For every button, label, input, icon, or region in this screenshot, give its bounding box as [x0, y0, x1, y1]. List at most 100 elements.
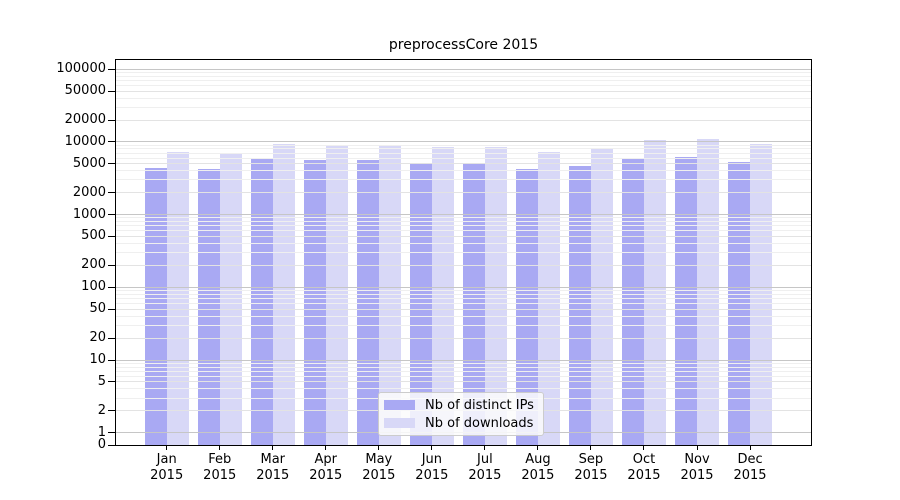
y-tick-label: 100: [81, 279, 106, 295]
bar-nb-of-downloads-oct: [643, 140, 666, 445]
gridline: [116, 308, 811, 310]
gridline: [116, 141, 811, 143]
x-tick-label: Apr 2015: [309, 452, 343, 483]
y-tick-label: 5000: [72, 155, 106, 171]
gridline: [116, 225, 811, 227]
bar-nb-of-downloads-nov: [697, 139, 719, 445]
y-tick-label: 1000: [72, 206, 106, 222]
gridline: [116, 375, 811, 377]
gridline: [116, 72, 811, 74]
bar-nb-of-distinct-ips-sep: [568, 166, 591, 445]
y-tick-mark: [108, 214, 116, 216]
y-tick-label: 500: [81, 228, 106, 244]
y-tick-mark: [108, 163, 116, 165]
gridline: [116, 68, 811, 70]
y-tick-mark: [108, 192, 116, 194]
gridline: [116, 97, 811, 99]
gridline: [116, 315, 811, 317]
gridline: [116, 388, 811, 390]
x-tick-mark: [696, 445, 698, 450]
legend-label-downloads: Nb of downloads: [425, 415, 534, 431]
bar-nb-of-distinct-ips-jul: [462, 163, 485, 445]
y-tick-label: 20000: [64, 112, 106, 127]
x-tick-label: Aug 2015: [521, 452, 555, 483]
gridline: [116, 243, 811, 245]
gridline: [116, 381, 811, 383]
legend-swatch-distinct-ips: [384, 400, 415, 410]
y-tick-label: 200: [81, 257, 106, 273]
gridline: [116, 286, 811, 288]
bar-nb-of-distinct-ips-mar: [250, 158, 273, 445]
x-tick-mark: [219, 445, 221, 450]
legend: Nb of distinct IPs Nb of downloads: [378, 392, 544, 436]
y-tick-mark: [108, 359, 116, 361]
gridline: [116, 221, 811, 223]
gridline: [116, 293, 811, 295]
y-tick-mark: [108, 337, 116, 339]
x-tick-mark: [537, 445, 539, 450]
x-tick-label: May 2015: [362, 452, 396, 483]
y-tick-label: 0: [97, 437, 106, 452]
y-tick-label: 50000: [64, 83, 106, 99]
y-tick-label: 20: [89, 330, 106, 346]
x-tick-label: Feb 2015: [203, 452, 237, 483]
gridline: [116, 79, 811, 81]
gridline: [116, 298, 811, 300]
x-tick-mark: [590, 445, 592, 450]
y-tick-mark: [108, 235, 116, 237]
gridline: [116, 337, 811, 339]
plot-area: [115, 59, 812, 446]
x-tick-mark: [378, 445, 380, 450]
y-tick-mark: [108, 410, 116, 412]
x-tick-label: Oct 2015: [627, 452, 661, 483]
gridline: [116, 235, 811, 237]
y-tick-mark: [108, 68, 116, 70]
chart-title: preprocessCore 2015: [388, 37, 539, 53]
bar-nb-of-downloads-may: [378, 144, 401, 445]
gridline: [116, 75, 811, 77]
x-tick-mark: [166, 445, 168, 450]
y-tick-mark: [108, 308, 116, 310]
legend-swatch-downloads: [384, 418, 415, 428]
y-tick-mark: [108, 141, 116, 143]
y-tick-mark: [108, 444, 116, 446]
x-tick-mark: [484, 445, 486, 450]
y-tick-label: 100000: [56, 61, 106, 77]
legend-entry-downloads: Nb of downloads: [384, 414, 537, 432]
gridline: [116, 359, 811, 361]
gridline: [116, 252, 811, 254]
gridline: [116, 324, 811, 326]
x-tick-mark: [272, 445, 274, 450]
gridline: [116, 157, 811, 159]
x-tick-label: Sep 2015: [574, 452, 608, 483]
y-tick-label: 10000: [64, 133, 106, 149]
x-tick-label: Nov 2015: [680, 452, 714, 483]
y-tick-mark: [108, 286, 116, 288]
x-tick-mark: [643, 445, 645, 450]
gridline: [116, 290, 811, 292]
x-tick-label: Mar 2015: [256, 452, 290, 483]
y-tick-label: 50: [89, 301, 106, 317]
gridline: [116, 217, 811, 219]
y-tick-label: 2000: [72, 184, 106, 200]
gridline: [116, 90, 811, 92]
bar-nb-of-distinct-ips-oct: [621, 158, 644, 445]
gridline: [116, 302, 811, 304]
gridline: [116, 148, 811, 150]
gridline: [116, 144, 811, 146]
gridline: [116, 179, 811, 181]
x-tick-label: Jun 2015: [415, 452, 449, 483]
x-tick-mark: [431, 445, 433, 450]
gridline: [116, 192, 811, 194]
y-tick-mark: [108, 381, 116, 383]
gridline: [116, 370, 811, 372]
gridline: [116, 214, 811, 216]
y-tick-label: 1: [97, 424, 106, 440]
y-tick-label: 5: [97, 373, 106, 389]
x-tick-label: Dec 2015: [733, 452, 767, 483]
y-tick-mark: [108, 264, 116, 266]
x-tick-label: Jan 2015: [150, 452, 184, 483]
y-tick-label: 2: [97, 402, 106, 418]
